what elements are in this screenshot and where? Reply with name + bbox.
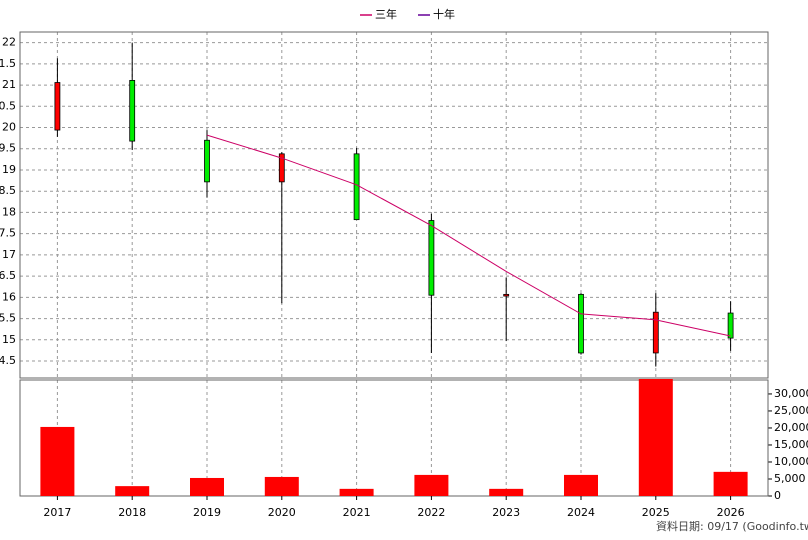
y-tick-label: 6.5 xyxy=(0,269,16,282)
y-tick-label: 8.5 xyxy=(0,184,16,197)
y-tick-label: 4.5 xyxy=(0,354,16,367)
x-tick-label: 2019 xyxy=(193,506,221,519)
x-tick-label: 2026 xyxy=(717,506,745,519)
volume-bar xyxy=(339,488,374,496)
x-tick-label: 2017 xyxy=(43,506,71,519)
y-tick-label: 15 xyxy=(2,333,16,346)
candle-body xyxy=(727,312,734,339)
y-tick-label: 5.5 xyxy=(0,312,16,325)
y2-tick-label: 5,000 xyxy=(774,472,806,485)
legend-label: 三年 xyxy=(375,7,397,21)
x-tick-label: 2020 xyxy=(268,506,296,519)
volume-bar xyxy=(40,426,75,496)
volume-bar xyxy=(489,488,524,496)
y-tick-label: 21 xyxy=(2,78,16,91)
candle-body xyxy=(428,220,435,296)
x-tick-label: 2023 xyxy=(492,506,520,519)
x-tick-label: 2021 xyxy=(343,506,371,519)
candle-body xyxy=(353,153,360,221)
y2-tick-label: 15,000 xyxy=(774,438,808,451)
footer: 資料日期: 09/17 (Goodinfo.tw) xyxy=(656,519,808,533)
y-tick-label: 7.5 xyxy=(0,227,16,240)
y2-tick-label: 10,000 xyxy=(774,455,808,468)
volume-bar xyxy=(115,486,150,496)
y-tick-label: 22 xyxy=(2,36,16,49)
y-tick-label: 20 xyxy=(2,121,16,134)
volume-bar xyxy=(190,477,224,496)
candle-body xyxy=(578,293,584,354)
candle-body xyxy=(204,139,210,183)
volume-bar xyxy=(264,476,299,496)
y2-tick-label: 30,000 xyxy=(774,387,808,400)
x-tick-label: 2024 xyxy=(567,506,595,519)
volume-bar xyxy=(564,474,598,496)
legend-label: 十年 xyxy=(433,7,455,21)
volume-bar xyxy=(638,378,673,496)
y-tick-label: 19 xyxy=(2,163,16,176)
volume-frame xyxy=(19,379,769,497)
candle-body xyxy=(129,79,136,142)
y-tick-label: 16 xyxy=(2,290,16,303)
y-tick-label: 0.5 xyxy=(0,99,16,112)
y-tick-label: 9.5 xyxy=(0,142,16,155)
x-tick-label: 2022 xyxy=(417,506,445,519)
line-series xyxy=(206,134,731,337)
volume-bar xyxy=(414,474,449,496)
y-tick-label: 17 xyxy=(2,248,16,261)
x-tick-label: 2018 xyxy=(118,506,146,519)
volume-bar xyxy=(713,471,748,496)
candle-body xyxy=(278,153,285,183)
price-frame xyxy=(19,31,769,379)
y2-tick-label: 25,000 xyxy=(774,404,808,417)
y-tick-label: 18 xyxy=(2,205,16,218)
y2-tick-label: 20,000 xyxy=(774,421,808,434)
candle-body xyxy=(54,82,61,131)
y2-tick-label: 0 xyxy=(774,489,781,502)
candle-body xyxy=(652,311,659,354)
y-tick-label: 1.5 xyxy=(0,57,16,70)
x-tick-label: 2025 xyxy=(642,506,670,519)
candle-body xyxy=(503,293,510,297)
